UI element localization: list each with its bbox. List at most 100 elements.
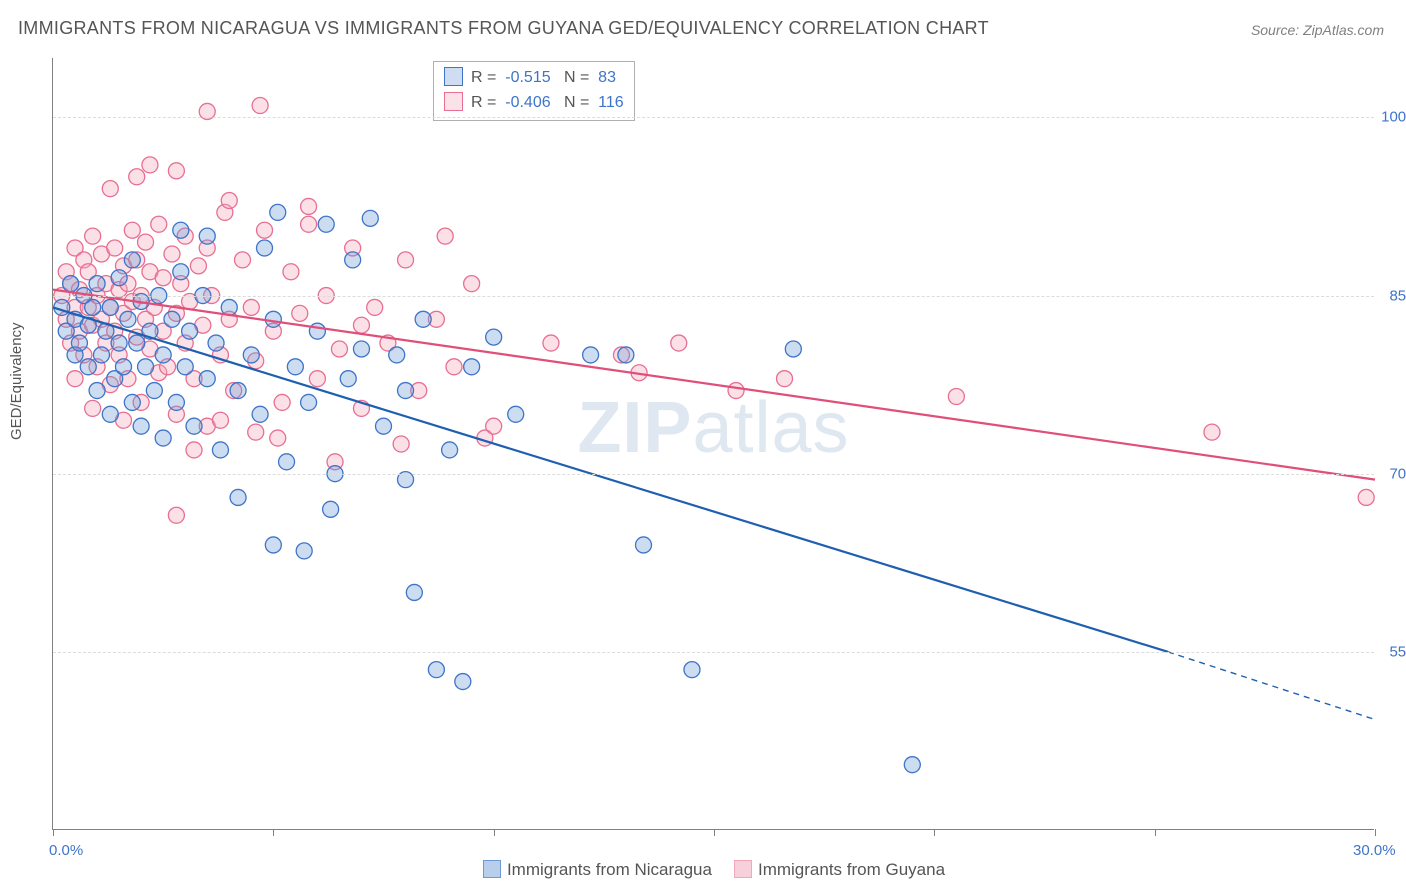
data-point xyxy=(257,222,273,238)
data-point xyxy=(190,258,206,274)
data-point xyxy=(230,383,246,399)
data-point xyxy=(168,394,184,410)
trendline-extension xyxy=(1168,652,1375,720)
legend-swatch-icon xyxy=(444,67,463,86)
chart-title: IMMIGRANTS FROM NICARAGUA VS IMMIGRANTS … xyxy=(18,18,989,39)
data-point xyxy=(464,276,480,292)
data-point xyxy=(85,299,101,315)
data-point xyxy=(63,276,79,292)
data-point xyxy=(142,157,158,173)
gridline xyxy=(53,296,1374,297)
data-point xyxy=(208,335,224,351)
data-point xyxy=(785,341,801,357)
data-point xyxy=(904,757,920,773)
data-point xyxy=(199,371,215,387)
stat-r-value: -0.515 xyxy=(501,69,551,86)
data-point xyxy=(340,371,356,387)
gridline xyxy=(53,117,1374,118)
data-point xyxy=(186,442,202,458)
data-point xyxy=(129,169,145,185)
data-point xyxy=(331,341,347,357)
bottom-legend: Immigrants from NicaraguaImmigrants from… xyxy=(0,860,1406,880)
data-point xyxy=(367,299,383,315)
legend-swatch-icon xyxy=(734,860,752,878)
correlation-stats-box: R = -0.515 N = 83R = -0.406 N = 116 xyxy=(433,61,635,121)
data-point xyxy=(270,204,286,220)
data-point xyxy=(89,383,105,399)
stat-r-label: R = xyxy=(471,69,501,86)
legend-label: Immigrants from Guyana xyxy=(758,860,945,879)
data-point xyxy=(230,489,246,505)
data-point xyxy=(151,216,167,232)
data-point xyxy=(270,430,286,446)
data-point xyxy=(212,412,228,428)
stat-n-value: 83 xyxy=(594,69,616,86)
data-point xyxy=(508,406,524,422)
data-point xyxy=(67,371,83,387)
data-point xyxy=(212,442,228,458)
x-tick xyxy=(934,829,935,836)
trendline xyxy=(53,307,1168,651)
data-point xyxy=(85,228,101,244)
data-point xyxy=(129,335,145,351)
data-point xyxy=(168,507,184,523)
data-point xyxy=(89,276,105,292)
stat-n-value: 116 xyxy=(594,94,624,111)
x-tick-label: 0.0% xyxy=(49,842,83,859)
data-point xyxy=(274,394,290,410)
data-point xyxy=(252,98,268,114)
y-tick-label: 100.0% xyxy=(1381,109,1406,126)
data-point xyxy=(93,347,109,363)
y-tick-label: 70.0% xyxy=(1389,465,1406,482)
data-point xyxy=(111,335,127,351)
data-point xyxy=(265,537,281,553)
data-point xyxy=(728,383,744,399)
data-point xyxy=(301,198,317,214)
stat-r-value: -0.406 xyxy=(501,94,551,111)
data-point xyxy=(199,228,215,244)
data-point xyxy=(85,400,101,416)
data-point xyxy=(164,246,180,262)
data-point xyxy=(283,264,299,280)
data-point xyxy=(318,216,334,232)
data-point xyxy=(279,454,295,470)
x-tick xyxy=(273,829,274,836)
x-tick xyxy=(714,829,715,836)
data-point xyxy=(102,406,118,422)
data-point xyxy=(107,240,123,256)
data-point xyxy=(221,193,237,209)
data-point xyxy=(102,181,118,197)
data-point xyxy=(777,371,793,387)
stats-row: R = -0.515 N = 83 xyxy=(444,66,624,91)
trendline xyxy=(53,290,1375,480)
data-point xyxy=(155,430,171,446)
x-tick xyxy=(1155,829,1156,836)
x-tick-label: 30.0% xyxy=(1353,842,1396,859)
data-point xyxy=(265,311,281,327)
data-point xyxy=(80,359,96,375)
data-point xyxy=(684,662,700,678)
data-point xyxy=(292,305,308,321)
data-point xyxy=(138,359,154,375)
chart-svg xyxy=(53,58,1374,829)
data-point xyxy=(186,418,202,434)
data-point xyxy=(252,406,268,422)
plot-area: ZIPatlas R = -0.515 N = 83R = -0.406 N =… xyxy=(52,58,1374,830)
data-point xyxy=(406,584,422,600)
data-point xyxy=(177,359,193,375)
data-point xyxy=(353,341,369,357)
data-point xyxy=(173,222,189,238)
data-point xyxy=(146,383,162,399)
stat-r-label: R = xyxy=(471,94,501,111)
data-point xyxy=(120,311,136,327)
data-point xyxy=(111,270,127,286)
data-point xyxy=(248,424,264,440)
x-tick xyxy=(53,829,54,836)
data-point xyxy=(1358,489,1374,505)
data-point xyxy=(116,359,132,375)
data-point xyxy=(323,501,339,517)
data-point xyxy=(182,323,198,339)
data-point xyxy=(446,359,462,375)
data-point xyxy=(257,240,273,256)
data-point xyxy=(133,418,149,434)
